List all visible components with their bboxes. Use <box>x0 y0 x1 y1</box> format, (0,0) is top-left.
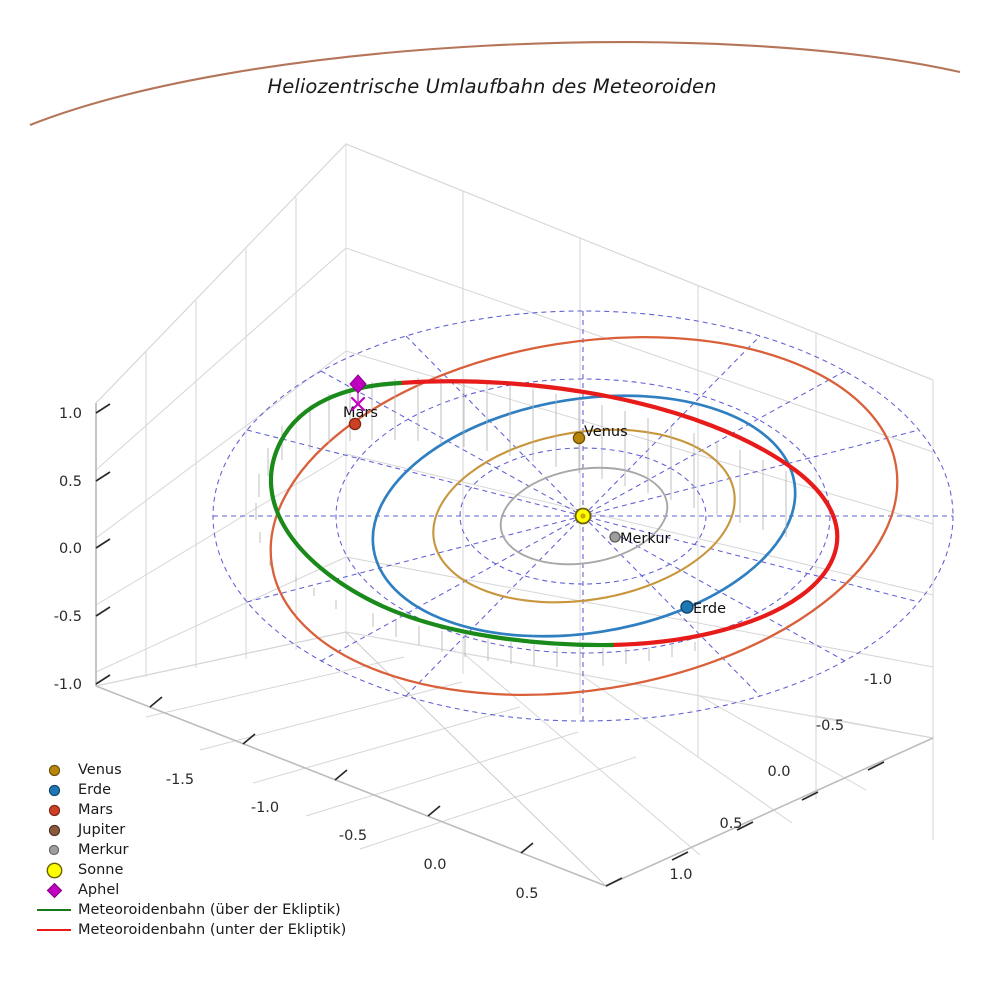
y-tick-2: 0.0 <box>59 541 82 557</box>
mars-marker <box>348 417 362 431</box>
legend-item-erde[interactable]: Erde <box>30 780 360 800</box>
y-tick-0: 1.0 <box>59 406 82 422</box>
aphel-icon <box>30 883 78 897</box>
meteoroid-orbit-above-ecliptic <box>268 380 615 648</box>
venus-orbit <box>432 428 736 604</box>
jupiter-orbit <box>29 41 961 126</box>
green-line-icon <box>30 909 78 911</box>
legend-item-mars[interactable]: Mars <box>30 800 360 820</box>
legend-label-erde: Erde <box>78 782 111 798</box>
x-tick-2: -0.5 <box>339 828 367 844</box>
x-axis: -1.5 -1.0 -0.5 0.0 0.5 <box>149 696 539 902</box>
z-tick-1: -0.5 <box>816 718 844 734</box>
z-tick-2: 0.0 <box>767 764 790 780</box>
venus-marker <box>572 431 586 445</box>
z-tick-3: 0.5 <box>719 816 742 832</box>
z-tick-0: -1.0 <box>864 672 892 688</box>
merkur-label: Merkur <box>620 531 671 547</box>
merkur-marker <box>609 531 621 543</box>
pane-left-wall <box>95 142 347 687</box>
pane-right-wall <box>345 143 934 840</box>
legend-label-sonne: Sonne <box>78 862 124 878</box>
legend-label-venus: Venus <box>78 762 122 778</box>
x-tick-0: -1.5 <box>166 772 194 788</box>
y-tick-3: -0.5 <box>54 609 82 625</box>
y-axis: 1.0 0.5 0.0 -0.5 -1.0 <box>54 403 111 693</box>
mercury-orbit <box>499 466 669 566</box>
legend-label-meteoroid-below: Meteoroidenbahn (unter der Ekliptik) <box>78 922 347 938</box>
legend-label-merkur: Merkur <box>78 842 129 858</box>
legend-item-venus[interactable]: Venus <box>30 760 360 780</box>
meteoroid-orbit-below-ecliptic <box>397 379 840 648</box>
z-tick-4: 1.0 <box>669 867 692 883</box>
venus-icon <box>30 765 78 775</box>
earth-orbit <box>371 394 797 638</box>
jupiter-icon <box>30 825 78 835</box>
x-tick-4: 0.5 <box>515 886 538 902</box>
legend-item-sonne[interactable]: Sonne <box>30 860 360 880</box>
erde-icon <box>30 785 78 795</box>
red-line-icon <box>30 929 78 931</box>
mars-orbit <box>269 336 899 696</box>
legend-label-aphel: Aphel <box>78 882 120 898</box>
legend-item-aphel[interactable]: Aphel <box>30 880 360 900</box>
x-tick-1: -1.0 <box>251 800 279 816</box>
legend-item-meteoroid-above[interactable]: Meteoroidenbahn (über der Ekliptik) <box>30 900 360 920</box>
legend-item-meteoroid-below[interactable]: Meteoroidenbahn (unter der Ekliptik) <box>30 920 360 940</box>
erde-marker <box>680 600 694 614</box>
legend-label-mars: Mars <box>78 802 113 818</box>
legend-item-merkur[interactable]: Merkur <box>30 840 360 860</box>
merkur-icon <box>30 846 78 854</box>
y-tick-1: 0.5 <box>59 474 82 490</box>
legend: Venus Erde Mars Jupiter Merkur <box>30 760 360 940</box>
aphel-projection-x-icon <box>350 396 366 412</box>
legend-label-jupiter: Jupiter <box>78 822 126 838</box>
legend-label-meteoroid-above: Meteoroidenbahn (über der Ekliptik) <box>78 902 341 918</box>
x-tick-3: 0.0 <box>423 857 446 873</box>
z-axis: -1.0 -0.5 0.0 0.5 1.0 <box>605 672 892 887</box>
venus-label: Venus <box>584 424 628 440</box>
meteoroid-droplines <box>255 378 787 667</box>
sonne-icon <box>30 863 78 877</box>
legend-item-jupiter[interactable]: Jupiter <box>30 820 360 840</box>
erde-label: Erde <box>693 601 726 617</box>
y-tick-4: -1.0 <box>54 677 82 693</box>
aphel-marker <box>349 374 367 402</box>
sun-marker <box>574 507 592 525</box>
mars-icon <box>30 805 78 815</box>
